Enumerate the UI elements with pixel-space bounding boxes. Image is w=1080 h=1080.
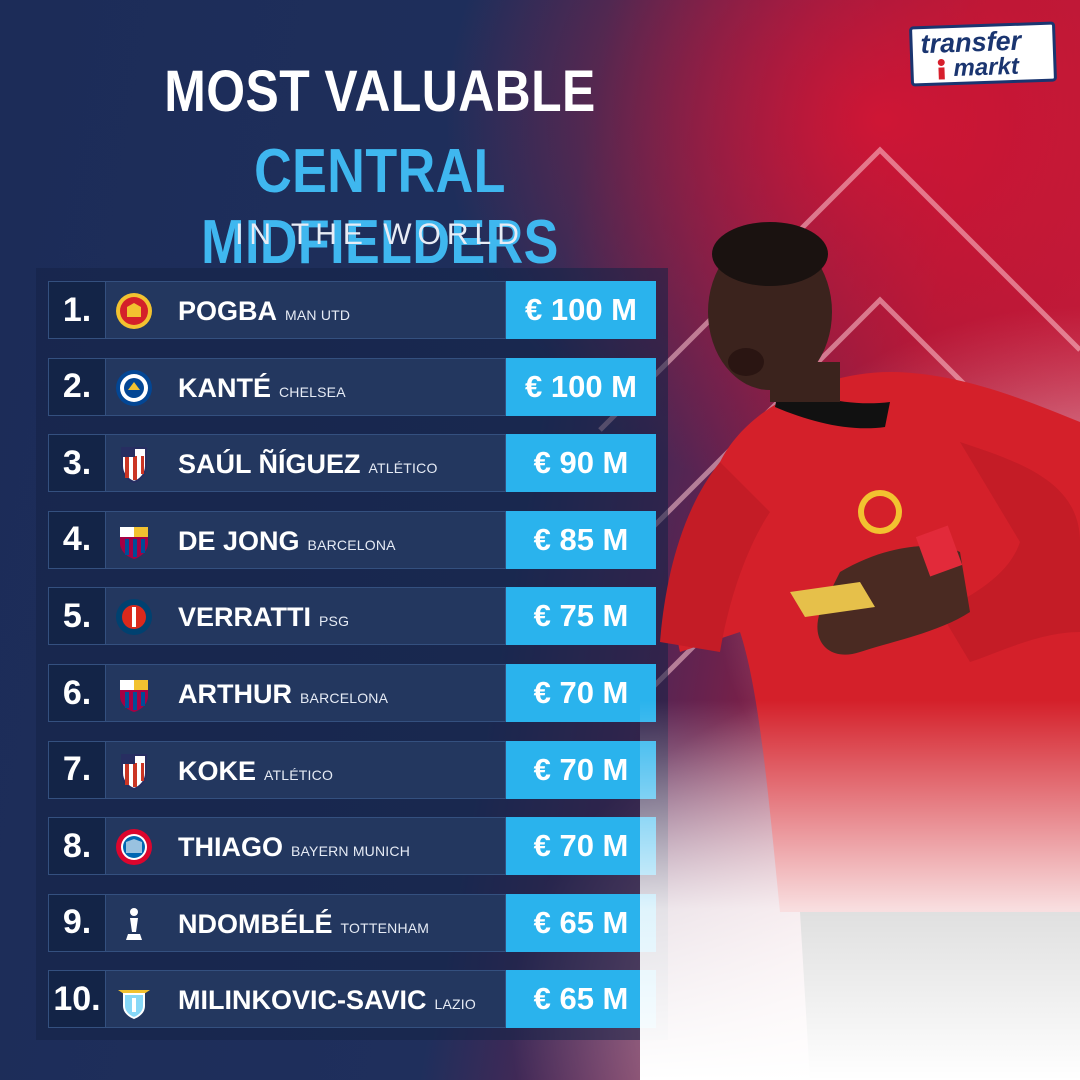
rank-number: 5. <box>48 587 106 646</box>
market-value: € 75 M <box>506 587 656 646</box>
player-name-box: KOKE ATLÉTICO <box>106 740 506 800</box>
player-name-box: POGBA MAN UTD <box>106 281 506 339</box>
player-name-line: ARTHUR BARCELONA <box>178 665 388 723</box>
player-name-box: VERRATTI PSG <box>106 587 506 646</box>
player-name-line: NDOMBÉLÉ TOTTENHAM <box>178 895 429 953</box>
market-value: € 65 M <box>506 970 656 1029</box>
player-name: SAÚL ÑÍGUEZ <box>178 449 361 480</box>
player-name: THIAGO <box>178 832 283 863</box>
market-value: € 100 M <box>506 281 656 339</box>
player-name: KOKE <box>178 755 257 786</box>
photo-fade <box>640 700 1080 1080</box>
rank-number: 9. <box>48 893 106 952</box>
transfermarkt-logo: transfer markt <box>908 21 1058 87</box>
title-line-3: IN THE WORLD <box>235 218 525 251</box>
player-name: POGBA <box>178 296 278 326</box>
player-row: 5. VERRATTI PSG € 75 M <box>48 587 656 646</box>
club-name: CHELSEA <box>279 383 346 400</box>
market-value: € 70 M <box>506 740 656 799</box>
logo-line-2: markt <box>953 52 1020 83</box>
title-line-1: MOST VALUABLE <box>164 59 596 124</box>
rank-number: 10. <box>48 970 106 1029</box>
club-name: TOTTENHAM <box>340 919 430 936</box>
club-name: LAZIO <box>434 996 476 1013</box>
player-name-box: DE JONG BARCELONA <box>106 510 506 570</box>
club-name: BAYERN MUNICH <box>291 843 411 860</box>
player-row: 10. MILINKOVIC-SAVIC LAZIO € 65 M <box>48 970 656 1029</box>
player-name-box: NDOMBÉLÉ TOTTENHAM <box>106 893 506 953</box>
player-name-line: POGBA MAN UTD <box>178 282 350 340</box>
player-row: 4. DE JONG BARCELONA € 85 M <box>48 510 656 570</box>
player-name: NDOMBÉLÉ <box>178 908 333 939</box>
player-row: 7. KOKE ATLÉTICO € 70 M <box>48 740 656 800</box>
player-name-line: MILINKOVIC-SAVIC LAZIO <box>178 971 476 1029</box>
player-name: MILINKOVIC-SAVIC <box>178 985 427 1016</box>
club-name: PSG <box>319 613 350 630</box>
club-name: BARCELONA <box>307 536 396 553</box>
tottenham-crest-icon <box>126 907 142 940</box>
psg-crest-icon <box>116 599 152 636</box>
man-utd-crest-icon <box>116 293 152 329</box>
player-row: 6. ARTHUR BARCELONA € 70 M <box>48 664 656 722</box>
player-name: VERRATTI <box>178 602 311 633</box>
rank-number: 2. <box>48 357 106 416</box>
title-line-2: CENTRAL MIDFIELDERS <box>201 137 559 277</box>
lazio-crest-icon <box>118 990 150 1020</box>
market-value: € 70 M <box>506 817 656 876</box>
player-name-box: MILINKOVIC-SAVIC LAZIO <box>106 970 506 1029</box>
club-name: BARCELONA <box>300 690 389 706</box>
rank-number: 7. <box>48 740 106 799</box>
player-name-box: SAÚL ÑÍGUEZ ATLÉTICO <box>106 434 506 493</box>
atletico-crest-icon <box>121 447 147 484</box>
player-name: DE JONG <box>178 525 300 556</box>
rank-number: 1. <box>48 281 106 339</box>
player-row: 9. NDOMBÉLÉ TOTTENHAM € 65 M <box>48 893 656 953</box>
club-name: ATLÉTICO <box>264 766 334 783</box>
player-row: 1. POGBA MAN UTD € 100 M <box>48 281 656 339</box>
market-value: € 90 M <box>506 434 656 493</box>
player-name-box: KANTÉ CHELSEA <box>106 357 506 417</box>
player-row: 8. THIAGO BAYERN MUNICH € 70 M <box>48 817 656 876</box>
chelsea-crest-icon <box>116 369 152 406</box>
player-name: ARTHUR <box>178 679 292 709</box>
barcelona-crest-icon <box>120 680 148 712</box>
player-name-line: DE JONG BARCELONA <box>178 512 396 570</box>
player-name-line: KANTÉ CHELSEA <box>178 359 346 417</box>
club-name: ATLÉTICO <box>368 460 438 477</box>
club-name: MAN UTD <box>285 307 351 323</box>
barcelona-crest-icon <box>120 526 148 559</box>
market-value: € 65 M <box>506 893 656 952</box>
rank-number: 4. <box>48 510 106 569</box>
market-value: € 85 M <box>506 510 656 569</box>
player-name-line: VERRATTI PSG <box>178 588 349 646</box>
player-name-box: ARTHUR BARCELONA <box>106 664 506 722</box>
atletico-crest-icon <box>121 753 147 790</box>
player-name: KANTÉ <box>178 372 271 403</box>
player-name-line: KOKE ATLÉTICO <box>178 742 333 800</box>
player-name-line: THIAGO BAYERN MUNICH <box>178 818 410 876</box>
bayern-crest-icon <box>116 829 152 866</box>
rank-number: 3. <box>48 434 106 493</box>
player-name-line: SAÚL ÑÍGUEZ ATLÉTICO <box>178 435 438 493</box>
rank-number: 6. <box>48 664 106 722</box>
rank-number: 8. <box>48 817 106 876</box>
player-name-box: THIAGO BAYERN MUNICH <box>106 817 506 876</box>
player-row: 3. SAÚL ÑÍGUEZ ATLÉTICO € 90 M <box>48 434 656 493</box>
market-value: € 70 M <box>506 664 656 722</box>
player-row: 2. KANTÉ CHELSEA € 100 M <box>48 357 656 417</box>
market-value: € 100 M <box>506 357 656 416</box>
figure-icon <box>937 58 945 80</box>
